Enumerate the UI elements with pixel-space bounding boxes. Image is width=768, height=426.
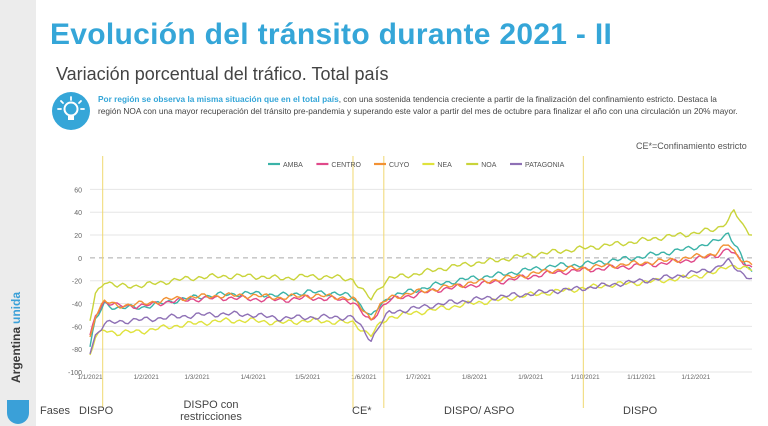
phase-dispo-2: DISPO xyxy=(623,405,658,417)
phase-dispo-aspo: DISPO/ ASPO xyxy=(444,405,515,417)
lightbulb-icon xyxy=(52,92,90,130)
legend-label: CUYO xyxy=(389,162,410,169)
phase-dispo-1: DISPO xyxy=(79,405,114,417)
y-tick-label: -80 xyxy=(72,347,82,354)
summary-text: , con una sostenida tendencia creciente … xyxy=(98,94,738,116)
series-line-centro xyxy=(89,248,753,336)
y-tick-label: 40 xyxy=(74,210,82,217)
page-title: Evolución del tránsito durante 2021 - II xyxy=(50,18,613,51)
y-tick-label: -40 xyxy=(72,302,82,309)
x-tick-label: 1/4/2021 xyxy=(241,374,267,381)
y-tick-label: 60 xyxy=(74,187,82,194)
y-tick-label: 0 xyxy=(78,256,82,263)
series-line-patagonia xyxy=(89,257,753,355)
argentina-shield-icon xyxy=(7,400,29,424)
x-tick-label: 1/7/2021 xyxy=(406,374,432,381)
ce-footnote: CE*=Confinamiento estricto xyxy=(636,141,747,151)
summary-note: Por región se observa la misma situación… xyxy=(98,94,738,117)
y-tick-label: 20 xyxy=(74,233,82,240)
x-tick-label: 1/8/2021 xyxy=(462,374,488,381)
x-tick-label: 1/5/2021 xyxy=(295,374,321,381)
x-tick-label: 1/10/2021 xyxy=(571,374,600,381)
legend-label: PATAGONIA xyxy=(525,162,565,169)
summary-highlight: Por región se observa la misma situación… xyxy=(98,94,339,104)
x-tick-label: 1/12/2021 xyxy=(681,374,710,381)
legend-label: NOA xyxy=(481,162,497,169)
y-tick-label: -60 xyxy=(72,324,82,331)
series-line-nea xyxy=(89,264,753,356)
legend-label: NEA xyxy=(437,162,452,169)
x-tick-label: 1/1/2021 xyxy=(77,374,103,381)
legend-label: CENTRO xyxy=(331,162,361,169)
phase-ce: CE* xyxy=(352,405,372,417)
phase-dispo-restricciones: DISPO con restricciones xyxy=(180,399,242,423)
series-line-cuyo xyxy=(89,244,753,338)
y-tick-label: -100 xyxy=(68,370,82,377)
series-line-noa xyxy=(89,209,753,321)
y-tick-label: -20 xyxy=(72,279,82,286)
x-tick-label: 1/9/2021 xyxy=(518,374,544,381)
x-tick-label: 1/6/2021 xyxy=(351,374,377,381)
phases-label: Fases xyxy=(40,405,70,417)
legend-label: AMBA xyxy=(283,162,303,169)
x-tick-label: 1/2/2021 xyxy=(134,374,160,381)
brand-sidebar xyxy=(0,0,36,426)
x-tick-label: 1/3/2021 xyxy=(184,374,210,381)
page-subtitle: Variación porcentual del tráfico. Total … xyxy=(56,64,389,84)
x-tick-label: 1/11/2021 xyxy=(627,374,656,381)
